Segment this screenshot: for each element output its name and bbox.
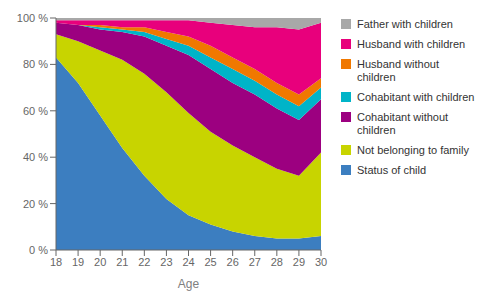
svg-text:0 %: 0 %: [29, 244, 48, 256]
svg-text:30: 30: [315, 256, 327, 268]
html-text:Husband with children: Husband with children: [357, 38, 466, 50]
svg-text:26: 26: [227, 256, 239, 268]
html-text:Status of child: Status of child: [357, 164, 427, 176]
html-text:Not belonging to family: Not belonging to family: [357, 144, 469, 156]
html-text:Husband without children: Husband without children: [357, 58, 439, 83]
svg-text:80 %: 80 %: [23, 58, 48, 70]
svg-text:24: 24: [182, 256, 194, 268]
html-text:Father with children: Father with children: [357, 18, 453, 30]
html-text:Cohabitant without children: Cohabitant without children: [357, 111, 449, 136]
svg-text:28: 28: [271, 256, 283, 268]
html-text:Cohabitant with children: Cohabitant with children: [357, 91, 475, 103]
svg-text:29: 29: [293, 256, 305, 268]
svg-text:20 %: 20 %: [23, 198, 48, 210]
svg-text:22: 22: [138, 256, 150, 268]
svg-text:25: 25: [204, 256, 216, 268]
svg-text:21: 21: [116, 256, 128, 268]
svg-text:40 %: 40 %: [23, 151, 48, 163]
svg-text:19: 19: [72, 256, 84, 268]
svg-text:18: 18: [50, 256, 62, 268]
svg-text:100 %: 100 %: [17, 12, 48, 24]
svg-text:60 %: 60 %: [23, 105, 48, 117]
svg-text:Age: Age: [178, 277, 200, 291]
svg-text:20: 20: [94, 256, 106, 268]
svg-text:23: 23: [160, 256, 172, 268]
svg-text:27: 27: [249, 256, 261, 268]
